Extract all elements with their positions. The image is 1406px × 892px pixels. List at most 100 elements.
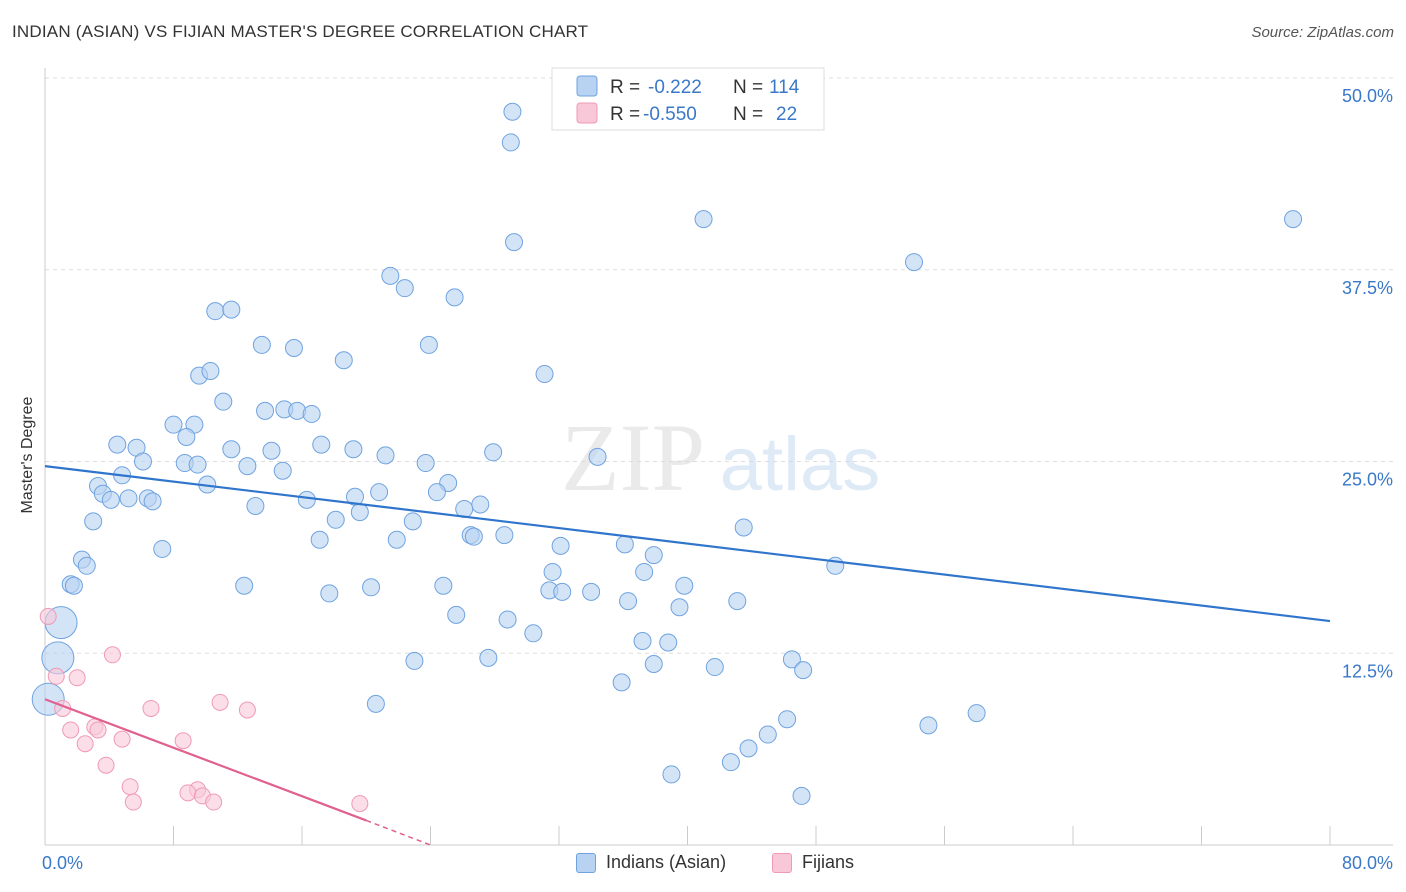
x-tick-labels: 0.0% 80.0%: [42, 853, 1393, 873]
data-point: [670, 598, 689, 617]
legend-n-value-2: 22: [776, 104, 797, 125]
data-point: [644, 546, 663, 565]
data-point: [419, 335, 438, 354]
data-point: [39, 607, 57, 625]
watermark-atlas: atlas: [720, 422, 881, 507]
data-point: [498, 610, 517, 629]
data-point: [416, 454, 435, 473]
y-tick-label: 37.5%: [1342, 278, 1393, 298]
legend-r-value-1: -0.222: [648, 77, 702, 98]
y-tick-label: 50.0%: [1342, 86, 1393, 106]
stats-legend: R = -0.222 N = 114 R = -0.550 N = 22: [551, 67, 825, 131]
data-point: [919, 716, 938, 735]
data-point: [284, 338, 303, 357]
data-point: [434, 576, 453, 595]
data-point: [694, 210, 713, 229]
legend-item-fijians[interactable]: Fijians: [772, 852, 854, 873]
data-point: [734, 518, 753, 537]
data-point: [113, 730, 131, 748]
data-point: [659, 633, 678, 652]
x-tick-min: 0.0%: [42, 853, 83, 873]
legend-swatch-fijians: [576, 102, 598, 124]
data-point: [644, 654, 663, 673]
data-point: [381, 266, 400, 285]
data-point: [142, 699, 160, 717]
axes: [44, 68, 1393, 846]
data-point: [97, 756, 115, 774]
data-point: [334, 351, 353, 370]
data-point: [252, 335, 271, 354]
data-point: [310, 530, 329, 549]
data-point: [64, 576, 83, 595]
data-point: [222, 300, 241, 319]
data-point: [705, 658, 724, 677]
data-point: [615, 535, 634, 554]
data-point: [464, 527, 483, 546]
data-point: [471, 495, 490, 514]
data-point: [188, 455, 207, 474]
data-point: [635, 562, 654, 581]
legend-item-indians[interactable]: Indians (Asian): [576, 852, 726, 873]
data-point: [246, 496, 265, 515]
data-point: [211, 693, 229, 711]
series-legend: Indians (Asian) Fijians: [0, 852, 1406, 878]
chart-title: INDIAN (ASIAN) VS FIJIAN MASTER'S DEGREE…: [12, 22, 589, 41]
data-point: [103, 646, 121, 664]
data-point: [344, 440, 363, 459]
data-point: [206, 302, 225, 321]
data-point: [101, 490, 120, 509]
data-point: [633, 631, 652, 650]
legend-swatch-indians-bottom: [576, 852, 596, 873]
legend-swatch-indians: [576, 75, 598, 97]
x-tick-max: 80.0%: [1342, 853, 1393, 873]
data-point: [553, 582, 572, 601]
data-point: [153, 539, 172, 558]
y-tick-label: 12.5%: [1342, 661, 1393, 681]
data-point: [495, 526, 514, 545]
legend-swatch-fijians-bottom: [772, 852, 792, 873]
y-tick-labels: 12.5% 25.0% 37.5% 50.0%: [1342, 86, 1393, 681]
data-point: [739, 739, 758, 758]
data-point: [612, 673, 631, 692]
gridlines: [45, 77, 1393, 654]
data-point: [778, 710, 797, 729]
data-point: [262, 441, 281, 460]
data-point: [524, 624, 543, 643]
data-point: [273, 461, 292, 480]
trend-line-fijians-extension: [365, 819, 431, 846]
data-point: [201, 361, 220, 380]
data-point: [387, 530, 406, 549]
legend-label-fijians: Fijians: [802, 852, 855, 872]
data-point: [758, 725, 777, 744]
data-point: [366, 694, 385, 713]
data-point: [535, 365, 554, 384]
series-fijians-points: [39, 607, 369, 813]
data-point: [174, 732, 192, 750]
data-point: [405, 651, 424, 670]
data-point: [376, 446, 395, 465]
watermark: ZIP atlas: [561, 404, 880, 511]
legend-label-indians: Indians (Asian): [606, 852, 727, 872]
data-point: [792, 786, 811, 805]
legend-r-label-1: R =: [610, 77, 640, 98]
data-point: [108, 435, 127, 454]
source-label: Source: ZipAtlas.com: [1251, 24, 1394, 41]
data-point: [675, 576, 694, 595]
data-point: [214, 392, 233, 411]
data-point: [505, 233, 524, 252]
data-point: [177, 427, 196, 446]
series-indians-points: [31, 102, 1303, 805]
data-point: [543, 562, 562, 581]
data-point: [124, 793, 142, 811]
data-point: [238, 457, 257, 476]
data-point: [89, 721, 107, 739]
data-point: [395, 279, 414, 298]
data-point: [302, 404, 321, 423]
data-point: [222, 440, 241, 459]
data-point: [1284, 210, 1303, 229]
data-point: [62, 721, 80, 739]
data-point: [619, 592, 638, 611]
data-point: [119, 489, 138, 508]
y-tick-label: 25.0%: [1342, 470, 1393, 490]
